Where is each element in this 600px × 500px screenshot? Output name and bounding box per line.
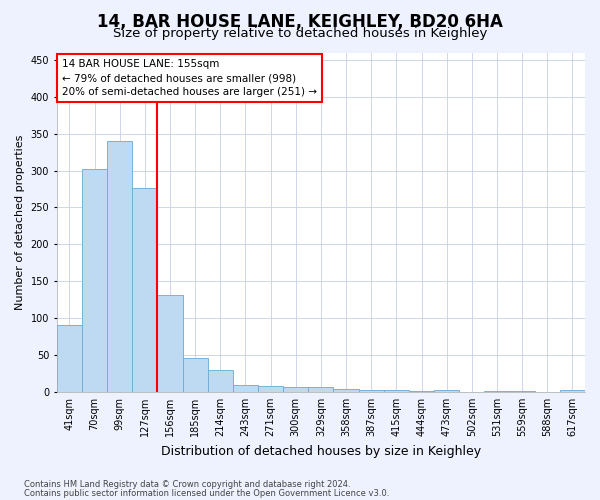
- Bar: [157, 296, 182, 392]
- X-axis label: Distribution of detached houses by size in Keighley: Distribution of detached houses by size …: [161, 444, 481, 458]
- Bar: [484, 391, 509, 392]
- Text: 14 BAR HOUSE LANE: 155sqm
← 79% of detached houses are smaller (998)
20% of semi: 14 BAR HOUSE LANE: 155sqm ← 79% of detac…: [62, 60, 317, 98]
- Bar: [57, 325, 82, 392]
- Y-axis label: Number of detached properties: Number of detached properties: [15, 134, 25, 310]
- Bar: [82, 169, 107, 392]
- Bar: [107, 141, 132, 392]
- Bar: [283, 387, 308, 392]
- Bar: [334, 389, 359, 392]
- Bar: [560, 390, 585, 392]
- Bar: [308, 387, 334, 392]
- Bar: [132, 188, 157, 392]
- Bar: [258, 386, 283, 392]
- Bar: [359, 390, 384, 392]
- Bar: [409, 391, 434, 392]
- Bar: [182, 358, 208, 392]
- Bar: [509, 391, 535, 392]
- Text: Contains public sector information licensed under the Open Government Licence v3: Contains public sector information licen…: [24, 488, 389, 498]
- Bar: [233, 384, 258, 392]
- Text: Size of property relative to detached houses in Keighley: Size of property relative to detached ho…: [113, 28, 487, 40]
- Bar: [434, 390, 459, 392]
- Text: 14, BAR HOUSE LANE, KEIGHLEY, BD20 6HA: 14, BAR HOUSE LANE, KEIGHLEY, BD20 6HA: [97, 12, 503, 30]
- Text: Contains HM Land Registry data © Crown copyright and database right 2024.: Contains HM Land Registry data © Crown c…: [24, 480, 350, 489]
- Bar: [384, 390, 409, 392]
- Bar: [208, 370, 233, 392]
